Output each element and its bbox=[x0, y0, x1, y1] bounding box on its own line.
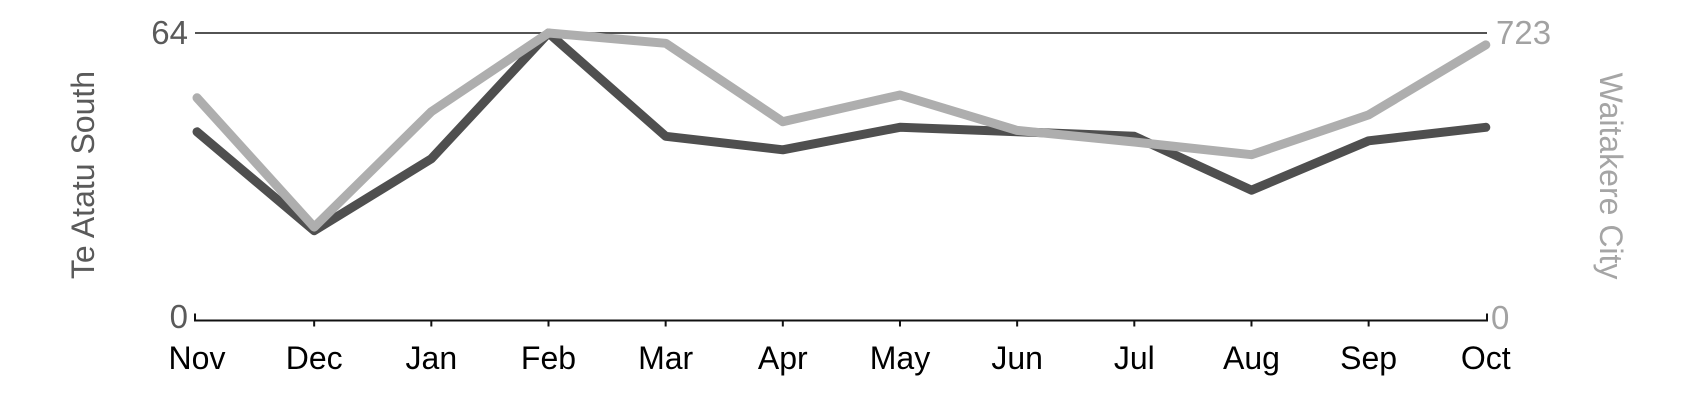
x-axis-line bbox=[194, 313, 1488, 322]
x-tick-label-oct: Oct bbox=[1460, 340, 1511, 376]
x-tick-label-nov: Nov bbox=[168, 340, 226, 376]
right-axis-min-label: 0 bbox=[1491, 299, 1510, 336]
series-line-te-atatu-south bbox=[192, 28, 1491, 236]
x-tick-label-apr: Apr bbox=[757, 340, 808, 376]
series-line-waitakere-city bbox=[192, 28, 1491, 232]
x-tick-label-feb: Feb bbox=[520, 340, 577, 376]
x-tick-label-jun: Jun bbox=[991, 340, 1043, 376]
right-axis-title: Waitakere City bbox=[1593, 72, 1629, 280]
x-tick-label-jan: Jan bbox=[405, 340, 458, 376]
right-axis-max-label: 723 bbox=[1496, 14, 1552, 51]
x-tick-label-aug: Aug bbox=[1223, 340, 1280, 376]
x-tick-label-mar: Mar bbox=[638, 340, 694, 376]
x-tick-label-may: May bbox=[869, 340, 931, 376]
left-axis-min-label: 0 bbox=[169, 298, 188, 335]
x-tick-label-sep: Sep bbox=[1340, 340, 1398, 376]
left-axis-title: Te Atatu South bbox=[65, 70, 101, 280]
x-tick-label-dec: Dec bbox=[285, 340, 343, 376]
x-tick-label-jul: Jul bbox=[1113, 340, 1155, 376]
left-axis-max-label: 64 bbox=[151, 14, 188, 51]
